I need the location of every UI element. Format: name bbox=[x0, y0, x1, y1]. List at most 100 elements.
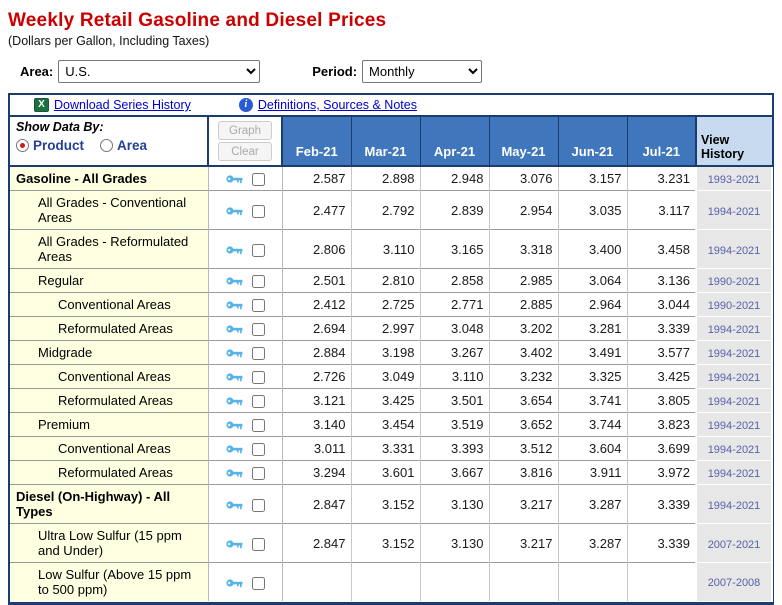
view-history-link[interactable]: 2007-2008 bbox=[707, 577, 761, 590]
price-value bbox=[281, 562, 351, 601]
price-value: 3.130 bbox=[419, 484, 489, 524]
view-history-link[interactable]: 1990-2021 bbox=[707, 300, 761, 312]
series-checkbox[interactable] bbox=[251, 443, 265, 457]
view-history-link[interactable]: 1994-2021 bbox=[707, 444, 761, 456]
table-row: All Grades - Conventional Areas 2.477 2.79… bbox=[10, 190, 773, 230]
view-history-link[interactable]: 1994-2021 bbox=[707, 468, 761, 480]
price-value: 3.152 bbox=[350, 484, 420, 524]
price-value: 3.049 bbox=[350, 364, 420, 389]
view-history-link[interactable]: 2007-2021 bbox=[707, 538, 761, 551]
table-row: Conventional Areas 2.726 3.049 3.110 3.232 3.… bbox=[10, 364, 773, 389]
view-history-link[interactable]: 1993-2021 bbox=[707, 174, 761, 186]
product-label: Ultra Low Sulfur (15 ppm and Under) bbox=[10, 523, 209, 563]
series-checkbox[interactable] bbox=[251, 299, 265, 313]
product-label: Low Sulfur (Above 15 ppm to 500 ppm) bbox=[10, 562, 209, 601]
key-icon[interactable] bbox=[225, 348, 243, 359]
area-select[interactable]: U.S. bbox=[58, 60, 261, 83]
view-history-cell: 1994-2021 bbox=[695, 436, 773, 461]
view-history-cell: 1994-2021 bbox=[695, 388, 773, 413]
table-row: Diesel (On-Highway) - All Types 2.847 3.15… bbox=[10, 484, 773, 524]
key-icon[interactable] bbox=[225, 578, 243, 589]
page: Weekly Retail Gasoline and Diesel Prices… bbox=[0, 10, 782, 605]
series-checkbox[interactable] bbox=[251, 173, 265, 187]
series-checkbox[interactable] bbox=[251, 498, 265, 512]
radio-product-label: Product bbox=[33, 138, 85, 153]
view-history-cell: 1994-2021 bbox=[695, 484, 773, 524]
key-icon[interactable] bbox=[225, 444, 243, 455]
row-controls bbox=[208, 292, 283, 317]
graph-button[interactable]: Graph bbox=[218, 121, 272, 140]
column-header-month: May-21 bbox=[488, 117, 558, 167]
radio-product[interactable] bbox=[16, 139, 29, 152]
product-label: Gasoline - All Grades bbox=[10, 166, 209, 191]
price-value: 3.110 bbox=[419, 364, 489, 389]
view-history-link[interactable]: 1994-2021 bbox=[707, 348, 761, 360]
price-value: 3.202 bbox=[488, 316, 558, 341]
radio-area[interactable] bbox=[100, 139, 114, 152]
price-value: 3.318 bbox=[488, 229, 558, 269]
key-icon[interactable] bbox=[225, 324, 243, 335]
table-row: Gasoline - All Grades 2.587 2.898 2.948 3.07… bbox=[10, 166, 773, 191]
row-controls bbox=[208, 412, 283, 437]
series-checkbox[interactable] bbox=[251, 576, 265, 590]
key-icon[interactable] bbox=[225, 539, 243, 550]
row-controls bbox=[208, 484, 283, 524]
key-icon[interactable] bbox=[225, 174, 243, 185]
view-history-link[interactable]: 1994-2021 bbox=[707, 396, 761, 408]
period-select[interactable]: Monthly bbox=[362, 60, 483, 83]
table-row: Conventional Areas 3.011 3.331 3.393 3.512 3.… bbox=[10, 436, 773, 461]
price-table-body: Gasoline - All Grades 2.587 2.898 2.948 3.07… bbox=[10, 166, 773, 602]
price-value: 3.076 bbox=[488, 166, 558, 191]
series-checkbox[interactable] bbox=[251, 467, 265, 481]
view-history-link[interactable]: 1994-2021 bbox=[707, 205, 761, 218]
area-label: Area: bbox=[20, 64, 54, 79]
series-checkbox[interactable] bbox=[251, 371, 265, 385]
table-row: All Grades - Reformulated Areas 2.806 3.11… bbox=[10, 229, 773, 269]
view-history-link[interactable]: 1994-2021 bbox=[707, 244, 761, 257]
key-icon[interactable] bbox=[225, 372, 243, 383]
key-icon[interactable] bbox=[225, 396, 243, 407]
series-checkbox[interactable] bbox=[251, 275, 265, 289]
price-value: 3.823 bbox=[626, 412, 696, 437]
key-icon[interactable] bbox=[225, 276, 243, 287]
clear-button[interactable]: Clear bbox=[218, 142, 272, 161]
view-history-link[interactable]: 1990-2021 bbox=[707, 276, 761, 288]
price-value: 2.501 bbox=[281, 268, 351, 293]
key-icon[interactable] bbox=[225, 500, 243, 511]
price-value: 2.885 bbox=[488, 292, 558, 317]
view-history-cell: 1994-2021 bbox=[695, 229, 773, 269]
series-checkbox[interactable] bbox=[251, 347, 265, 361]
show-data-by-label: Show Data By: bbox=[16, 120, 104, 134]
definitions-sources-notes-link[interactable]: Definitions, Sources & Notes bbox=[257, 98, 417, 112]
key-icon[interactable] bbox=[225, 420, 243, 431]
price-value: 2.477 bbox=[281, 190, 351, 230]
series-checkbox[interactable] bbox=[251, 419, 265, 433]
key-icon[interactable] bbox=[225, 206, 243, 217]
price-value: 3.577 bbox=[626, 340, 696, 365]
download-series-history-link[interactable]: Download Series History bbox=[54, 98, 191, 112]
price-value: 3.501 bbox=[419, 388, 489, 413]
price-value: 2.726 bbox=[281, 364, 351, 389]
series-checkbox[interactable] bbox=[251, 243, 265, 257]
price-value bbox=[557, 562, 627, 601]
series-checkbox[interactable] bbox=[251, 204, 265, 218]
graph-clear-cell: Graph Clear bbox=[208, 117, 283, 167]
price-value: 3.400 bbox=[557, 229, 627, 269]
price-value: 3.157 bbox=[557, 166, 627, 191]
view-history-link[interactable]: 1994-2021 bbox=[707, 324, 761, 336]
row-controls bbox=[208, 460, 283, 485]
view-history-link[interactable]: 1994-2021 bbox=[707, 372, 761, 384]
series-checkbox[interactable] bbox=[251, 395, 265, 409]
price-value: 2.792 bbox=[350, 190, 420, 230]
key-icon[interactable] bbox=[225, 300, 243, 311]
key-icon[interactable] bbox=[225, 468, 243, 479]
key-icon[interactable] bbox=[225, 245, 243, 256]
view-history-link[interactable]: 1994-2021 bbox=[707, 420, 761, 432]
price-value: 3.339 bbox=[626, 523, 696, 563]
price-value: 3.287 bbox=[557, 523, 627, 563]
price-value: 3.035 bbox=[557, 190, 627, 230]
series-checkbox[interactable] bbox=[251, 537, 265, 551]
view-history-link[interactable]: 1994-2021 bbox=[707, 499, 761, 512]
product-label: Conventional Areas bbox=[10, 436, 209, 461]
series-checkbox[interactable] bbox=[251, 323, 265, 337]
